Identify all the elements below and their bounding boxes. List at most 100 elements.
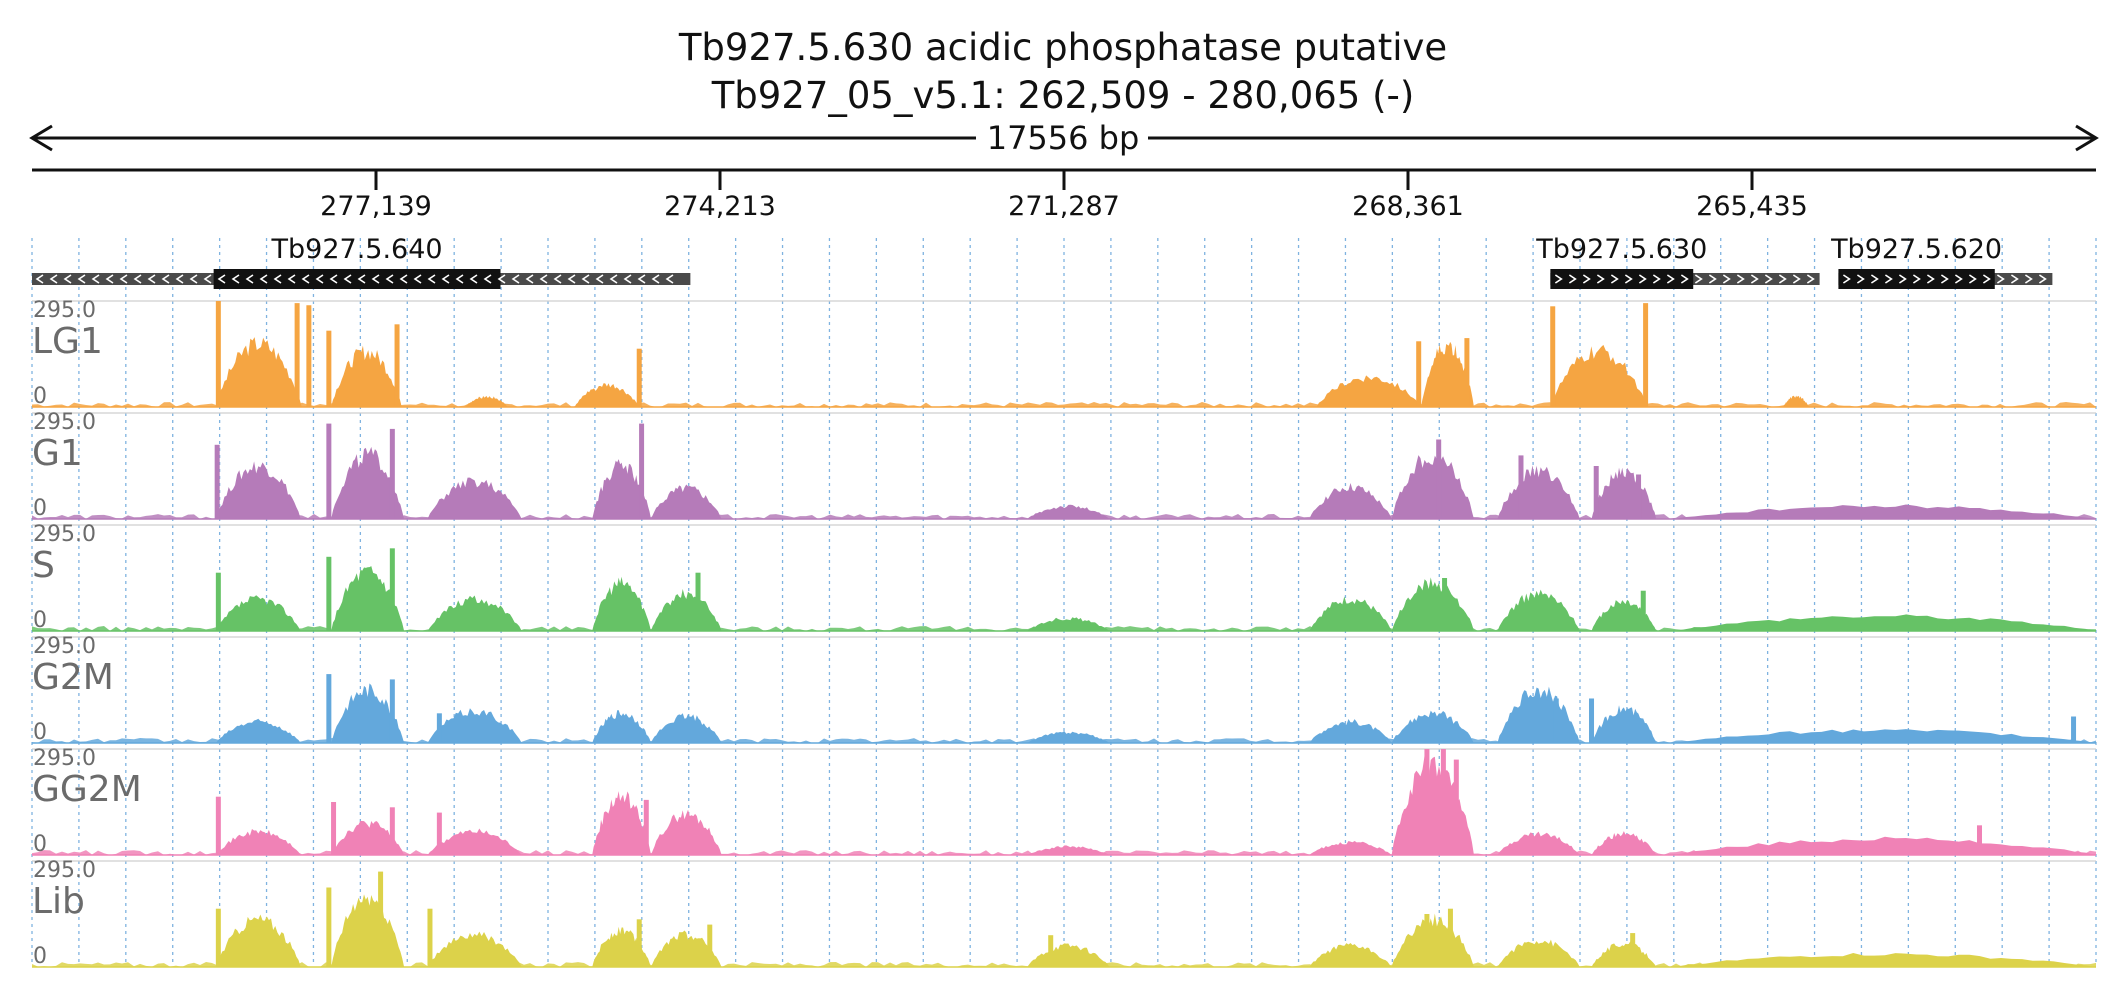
strand-arrow-icon (49, 274, 58, 284)
strand-arrow-icon (1940, 274, 1949, 284)
coverage-spike (215, 301, 221, 407)
strand-arrow-icon (1722, 274, 1731, 284)
track-name: GG2M (32, 769, 142, 810)
coverage-spike (389, 428, 395, 519)
coverage-spike (1643, 303, 1649, 407)
strand-arrow-icon (343, 274, 352, 284)
strand-arrow-icon (581, 274, 590, 284)
track-ymin-label: 0 (33, 720, 47, 745)
strand-arrow-icon (1624, 274, 1633, 284)
coverage-peak (1027, 943, 1110, 967)
coverage-peak (427, 931, 522, 967)
strand-arrow-icon (637, 274, 646, 284)
strand-arrow-icon (1652, 274, 1661, 284)
coverage-spike (394, 324, 400, 407)
strand-arrow-icon (1764, 274, 1773, 284)
coverage-spike (326, 423, 332, 519)
track-name: Lib (32, 881, 85, 922)
gene-track: Tb927.5.640 Tb927.5.630 Tb927.5.620 (32, 234, 2053, 289)
axis-tick-label: 268,361 (1352, 191, 1464, 222)
strand-arrow-icon (1694, 274, 1703, 284)
strand-arrow-icon (231, 274, 240, 284)
coverage-peak (331, 345, 402, 407)
coverage-peak (1591, 599, 1657, 631)
coverage-peak (215, 828, 301, 855)
strand-arrow-icon (2038, 274, 2047, 284)
strand-arrow-icon (595, 274, 604, 284)
track-ymax-label: 295.0 (33, 410, 96, 435)
strand-arrow-icon (1596, 274, 1605, 284)
coverage-noise (32, 514, 2096, 519)
coverage-peak (650, 588, 722, 631)
coverage-peak (592, 791, 651, 855)
coverage-peak (1497, 686, 1580, 743)
coverage-peak (1391, 913, 1474, 967)
coverage-peak (1673, 836, 2096, 855)
coverage-peak (1316, 375, 1422, 407)
coverage-peak (1497, 939, 1580, 967)
coverage-spike (1440, 749, 1446, 855)
coverage-peak (1673, 729, 2096, 743)
strand-arrow-icon (665, 274, 674, 284)
coverage-peak (592, 926, 651, 967)
coverage-peak (1309, 596, 1392, 631)
strand-arrow-icon (301, 274, 310, 284)
strand-arrow-icon (1568, 274, 1577, 284)
coverage-spike (306, 305, 312, 407)
coverage-peak (1497, 831, 1580, 855)
strand-arrow-icon (1856, 274, 1865, 284)
coverage-spike (326, 674, 332, 743)
coverage-peak (1591, 831, 1657, 855)
length-ruler: 17556 bp (29, 119, 2099, 157)
coverage-spike (389, 679, 395, 743)
coverage-peak (650, 809, 722, 855)
track-name: G2M (32, 657, 114, 698)
coverage-peak (592, 576, 651, 631)
coverage-spike (1550, 306, 1556, 407)
coverage-spike (636, 348, 642, 407)
coverage-peak (1591, 467, 1657, 519)
coverage-spike (427, 908, 433, 967)
coverage-spike (1553, 698, 1559, 743)
coverage-peak (427, 708, 522, 743)
coverage-peak (1027, 730, 1110, 743)
coverage-peak (1309, 840, 1392, 855)
coverage-peak (331, 446, 405, 519)
figure-title: Tb927.5.630 acidic phosphatase putative (678, 26, 1447, 69)
strand-arrow-icon (553, 274, 562, 284)
coverage-spike (326, 887, 332, 967)
coverage-spike (215, 908, 221, 967)
coverage-spike (1442, 578, 1448, 631)
track-ymax-label: 295.0 (33, 746, 96, 771)
coverage-peak (1309, 943, 1392, 967)
gene-label: Tb927.5.620 (1830, 234, 2002, 265)
coordinate-axis: 277,139 274,213 271,287 268,361 265,435 (32, 168, 2096, 222)
coverage-peak (427, 828, 522, 855)
strand-arrow-icon (259, 274, 268, 284)
track-ymax-label: 295.0 (33, 858, 96, 883)
track-name: S (32, 545, 55, 586)
strand-arrow-icon (609, 274, 618, 284)
coverage-noise (32, 850, 2096, 855)
coverage-peak (215, 461, 301, 519)
coverage-spike (695, 572, 701, 631)
coverage-spike (2071, 716, 2077, 743)
axis-tick-label: 265,435 (1696, 191, 1808, 222)
coverage-spike (1589, 698, 1595, 743)
coverage-peak (427, 595, 522, 631)
coverage-spike (436, 713, 442, 743)
strand-arrow-icon (1666, 274, 1675, 284)
strand-arrow-icon (105, 274, 114, 284)
coverage-peak (331, 683, 405, 743)
track-G1: 295.0G1 0 (32, 410, 2096, 521)
strand-arrow-icon (91, 274, 100, 284)
strand-arrow-icon (63, 274, 72, 284)
coverage-spike (1518, 455, 1524, 519)
coverage-peak (1027, 845, 1110, 855)
strand-arrow-icon (329, 274, 338, 284)
track-name: G1 (32, 433, 83, 474)
coverage-spike (1636, 474, 1642, 519)
strand-arrow-icon (539, 274, 548, 284)
strand-arrow-icon (385, 274, 394, 284)
coverage-peak (650, 484, 722, 519)
